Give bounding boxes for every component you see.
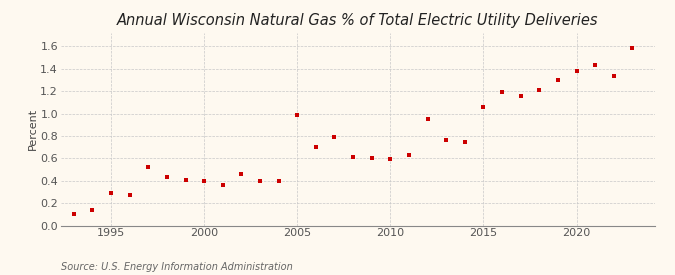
- Point: [404, 153, 414, 157]
- Point: [385, 157, 396, 162]
- Y-axis label: Percent: Percent: [28, 108, 37, 150]
- Point: [422, 117, 433, 121]
- Point: [608, 73, 619, 78]
- Point: [515, 94, 526, 98]
- Point: [217, 183, 228, 187]
- Point: [367, 156, 377, 161]
- Point: [68, 212, 79, 216]
- Title: Annual Wisconsin Natural Gas % of Total Electric Utility Deliveries: Annual Wisconsin Natural Gas % of Total …: [117, 13, 599, 28]
- Point: [143, 165, 154, 169]
- Point: [87, 208, 98, 212]
- Point: [124, 193, 135, 197]
- Point: [236, 172, 247, 176]
- Point: [478, 105, 489, 109]
- Point: [180, 177, 191, 182]
- Point: [161, 175, 172, 180]
- Text: Source: U.S. Energy Information Administration: Source: U.S. Energy Information Administ…: [61, 262, 292, 272]
- Point: [534, 88, 545, 92]
- Point: [571, 69, 582, 73]
- Point: [329, 135, 340, 139]
- Point: [310, 145, 321, 149]
- Point: [627, 45, 638, 50]
- Point: [460, 139, 470, 144]
- Point: [105, 191, 116, 195]
- Point: [497, 90, 508, 95]
- Point: [553, 78, 564, 82]
- Point: [590, 63, 601, 68]
- Point: [273, 178, 284, 183]
- Point: [198, 178, 209, 183]
- Point: [254, 178, 265, 183]
- Point: [441, 138, 452, 143]
- Point: [348, 155, 358, 160]
- Point: [292, 112, 302, 117]
